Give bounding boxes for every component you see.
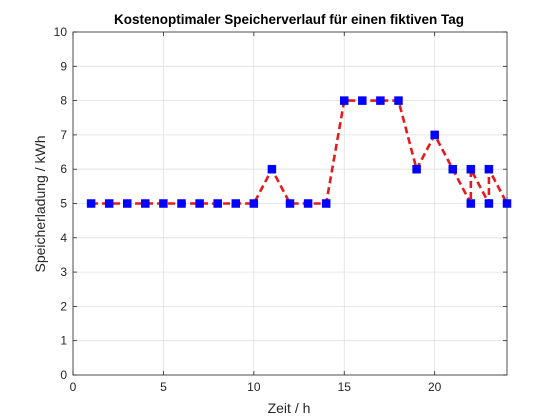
y-tick-label: 4 [60, 231, 67, 245]
data-point-marker [86, 199, 96, 208]
data-point-marker [249, 199, 259, 208]
series-layer [86, 96, 512, 208]
y-tick-label: 2 [60, 299, 67, 313]
data-point-marker [394, 96, 403, 105]
data-point-marker [502, 199, 512, 208]
y-tick-label: 9 [60, 59, 67, 73]
y-tick-label: 7 [60, 128, 67, 142]
series-line [91, 99, 509, 205]
data-point-marker [123, 199, 132, 208]
y-tick-label: 5 [60, 197, 67, 211]
y-axis-label: Speicherladung / kWh [32, 136, 48, 273]
y-tick-label: 0 [60, 368, 67, 382]
data-point-marker [466, 199, 476, 208]
data-point-marker [267, 164, 277, 174]
y-tick-label: 8 [60, 94, 67, 108]
data-point-marker [376, 96, 385, 105]
data-point-marker [231, 199, 240, 208]
y-tick-label: 10 [54, 25, 68, 39]
x-tick-label: 10 [247, 380, 261, 394]
data-point-marker [303, 199, 313, 208]
data-point-marker [466, 164, 476, 174]
x-tick-label: 15 [338, 380, 352, 394]
data-point-marker [159, 199, 168, 208]
data-point-marker [321, 199, 331, 208]
data-point-marker [285, 199, 295, 208]
y-tick-label: 1 [60, 334, 67, 348]
data-point-marker [213, 199, 222, 208]
y-tick-label: 6 [60, 162, 67, 176]
data-point-marker [484, 199, 494, 208]
y-tick-label: 3 [60, 265, 67, 279]
data-point-marker [448, 164, 457, 174]
tick-layer: 0 5 10 15 20 0 1 2 3 4 5 6 7 8 9 10 [54, 25, 507, 394]
x-axis-label: Zeit / h [268, 400, 311, 416]
data-point-marker [104, 199, 114, 208]
data-point-marker [177, 199, 186, 208]
data-point-marker [141, 199, 150, 208]
data-point-marker [484, 164, 494, 174]
x-tick-label: 20 [428, 380, 442, 394]
data-point-marker [195, 199, 204, 208]
data-point-marker [340, 96, 349, 105]
x-tick-label: 0 [70, 380, 77, 394]
x-tick-label: 5 [160, 380, 167, 394]
data-point-marker [430, 130, 439, 140]
data-point-marker [358, 96, 367, 105]
data-point-marker [412, 164, 421, 174]
chart-title: Kostenoptimaler Speicherverlauf für eine… [114, 12, 464, 27]
